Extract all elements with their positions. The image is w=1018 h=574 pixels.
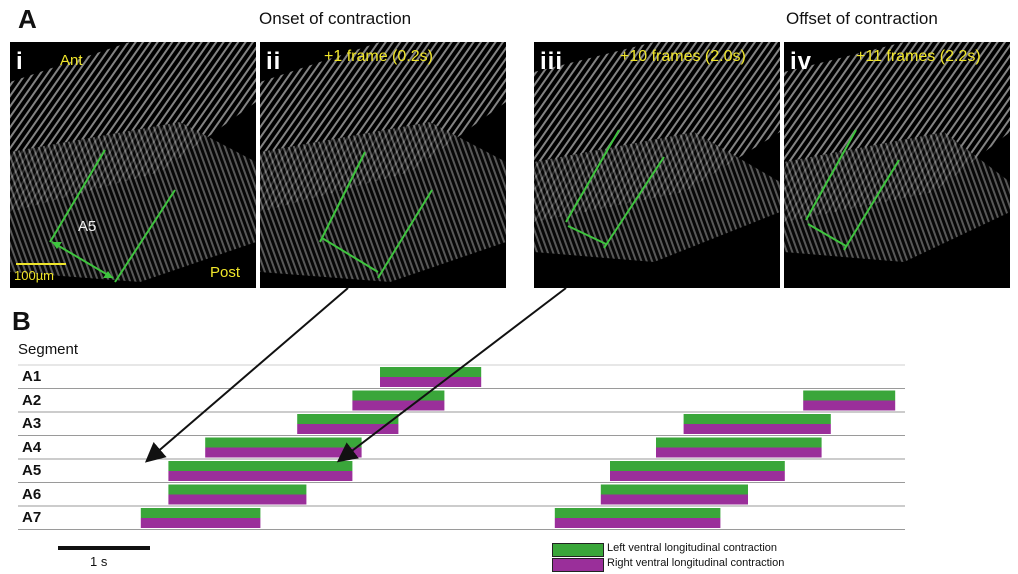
left-contraction-bar-a7: [140, 508, 261, 518]
left-contraction-bar-a2: [352, 390, 445, 401]
legend-swatch-right: [552, 558, 604, 572]
micrograph-iii: iii +10 frames (2.0s): [534, 42, 780, 288]
left-contraction-bar-a5: [168, 461, 353, 471]
numeral-ii: ii: [266, 48, 282, 75]
left-contraction-bar-a2: [803, 390, 896, 401]
right-contraction-bar-a4: [205, 447, 362, 458]
segment-label-a4: A4: [22, 438, 42, 456]
panel-b-letter: B: [12, 306, 31, 336]
muscle-texture-iii: [534, 42, 780, 262]
right-contraction-bar-a4: [656, 447, 822, 458]
caption-iii: +10 frames (2.0s): [620, 48, 746, 65]
segment-label-a7: A7: [22, 509, 42, 526]
right-contraction-bar-a3: [683, 424, 831, 434]
segment-label-a6: A6: [22, 485, 42, 503]
numeral-i: i: [16, 48, 24, 75]
micrograph-iv: iv +11 frames (2.2s): [784, 42, 1010, 288]
scale-bar-label: 100µm: [14, 268, 55, 283]
right-contraction-bar-a5: [610, 471, 785, 481]
right-contraction-bar-a6: [168, 494, 307, 505]
onset-title: Onset of contraction: [259, 9, 412, 28]
time-scale-label: 1 s: [90, 554, 108, 569]
segment-a5-label: A5: [78, 218, 97, 235]
right-contraction-bar-a2: [352, 400, 445, 411]
segment-label-a3: A3: [22, 415, 42, 432]
muscle-texture-iv: [784, 42, 1010, 262]
segment-label-a5: A5: [22, 462, 42, 479]
right-contraction-bar-a7: [554, 518, 721, 528]
muscle-texture-i: [10, 42, 256, 283]
caption-ii: +1 frame (0.2s): [324, 48, 433, 65]
post-label: Post: [210, 264, 241, 281]
numeral-iv: iv: [790, 48, 813, 75]
legend-swatch-left: [552, 543, 604, 557]
right-contraction-bar-a3: [297, 424, 399, 434]
left-contraction-bar-a4: [656, 437, 822, 448]
ant-label: Ant: [60, 52, 83, 69]
offset-title: Offset of contraction: [786, 9, 938, 28]
right-contraction-bar-a1: [380, 377, 482, 387]
arrow-onset: [144, 287, 349, 463]
left-contraction-bar-a6: [168, 484, 307, 495]
segment-label-a1: A1: [22, 368, 42, 385]
left-contraction-bar-a4: [205, 437, 362, 448]
arrow-offset: [336, 287, 567, 463]
segment-label-a2: A2: [22, 391, 42, 409]
numeral-iii: iii: [540, 48, 564, 75]
time-scale-bar: [58, 546, 150, 550]
right-contraction-bar-a5: [168, 471, 353, 481]
legend-label-left: Left ventral longitudinal contraction: [607, 542, 777, 554]
segment-axis-title: Segment: [18, 341, 79, 358]
left-contraction-bar-a7: [554, 508, 721, 518]
right-contraction-bar-a2: [803, 400, 896, 411]
right-contraction-bar-a7: [140, 518, 261, 528]
legend-label-right: Right ventral longitudinal contraction: [607, 557, 785, 569]
right-contraction-bar-a6: [600, 494, 748, 505]
micrograph-i: i Ant A5 100µm Post: [10, 42, 256, 288]
panel-a-letter: A: [18, 4, 37, 34]
left-contraction-bar-a6: [600, 484, 748, 495]
left-contraction-bar-a5: [610, 461, 785, 471]
caption-iv: +11 frames (2.2s): [856, 48, 981, 65]
muscle-texture-ii: [260, 42, 506, 282]
left-contraction-bar-a3: [683, 414, 831, 424]
micrograph-ii: ii +1 frame (0.2s): [260, 42, 506, 288]
left-contraction-bar-a3: [297, 414, 399, 424]
left-contraction-bar-a1: [380, 367, 482, 377]
